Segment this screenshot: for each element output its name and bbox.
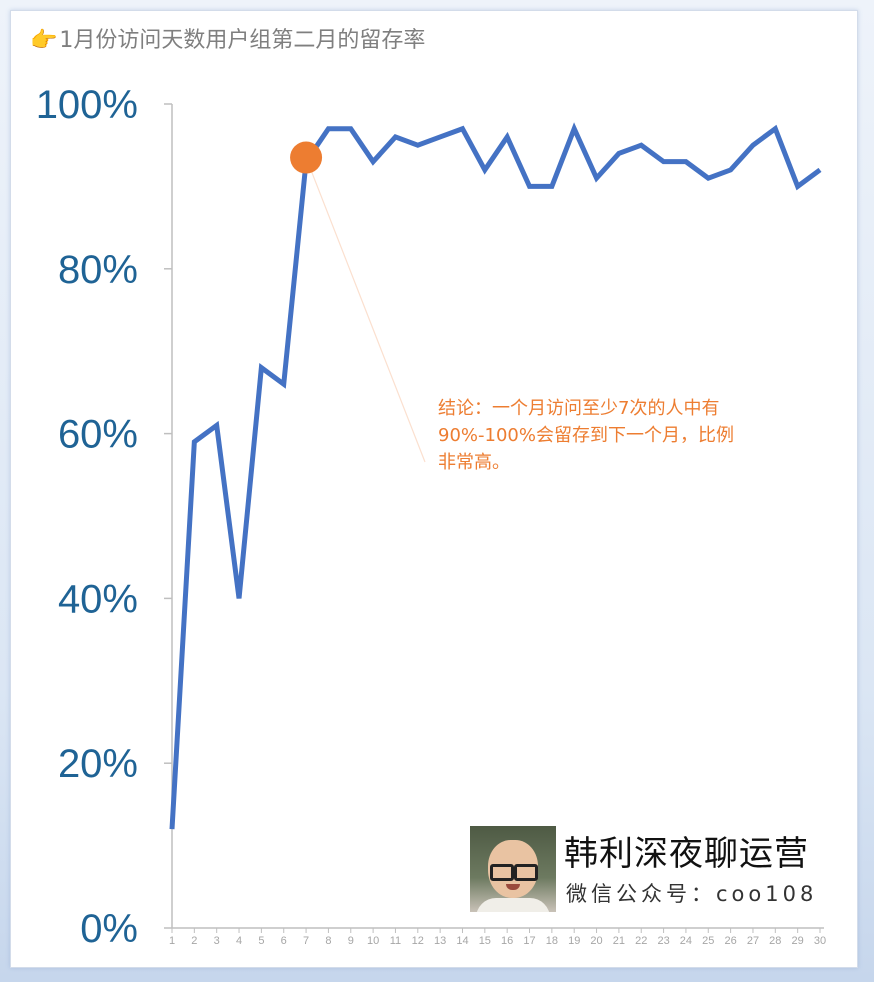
- x-tick-label: 21: [613, 935, 625, 947]
- x-tick-label: 9: [348, 935, 354, 947]
- x-tick-label: 12: [412, 935, 424, 947]
- x-tick-label: 17: [523, 935, 535, 947]
- x-tick-label: 30: [814, 935, 826, 947]
- x-tick-label: 29: [792, 935, 804, 947]
- x-tick-label: 25: [702, 935, 714, 947]
- x-tick-label: 7: [303, 935, 309, 947]
- series-line: [169, 122, 822, 830]
- y-tick-label: 0%: [80, 907, 138, 951]
- chart-title: 👉1月份访问天数用户组第二月的留存率: [30, 22, 425, 54]
- series-lines: [169, 122, 822, 830]
- x-tick-label: 10: [367, 935, 379, 947]
- x-tick-label: 28: [769, 935, 781, 947]
- chart-card: [10, 10, 858, 968]
- y-tick-label: 40%: [58, 577, 138, 621]
- x-tick-label: 14: [456, 935, 468, 947]
- x-tick-label: 15: [479, 935, 491, 947]
- x-tick-label: 18: [546, 935, 558, 947]
- y-axis-ticks: 0% 20% 40% 60% 80% 100%: [36, 83, 172, 951]
- x-tick-label: 19: [568, 935, 580, 947]
- x-tick-label: 22: [635, 935, 647, 947]
- x-tick-label: 4: [236, 935, 242, 947]
- x-tick-label: 20: [590, 935, 602, 947]
- x-tick-label: 11: [390, 935, 401, 947]
- y-tick-label: 20%: [58, 742, 138, 786]
- x-tick-label: 5: [258, 935, 264, 947]
- brand-block: 韩利深夜聊运营 微信公众号：coo108: [470, 826, 822, 912]
- x-tick-label: 13: [434, 935, 446, 947]
- x-tick-label: 26: [724, 935, 736, 947]
- x-tick-label: 2: [191, 935, 197, 947]
- avatar-photo: [470, 826, 556, 912]
- x-tick-label: 1: [169, 935, 175, 947]
- chart-annotation: 结论：一个月访问至少7次的人中有90%-100%会留存到下一个月，比例非常高。: [438, 398, 734, 473]
- annotation-leader: [305, 157, 426, 463]
- y-tick-label: 80%: [58, 248, 138, 292]
- pointing-hand-icon: 👉: [30, 28, 58, 53]
- y-tick-label: 60%: [58, 413, 138, 457]
- y-tick-label: 100%: [36, 83, 138, 127]
- brand-name: 韩利深夜聊运营: [564, 834, 809, 874]
- annotation-leader-line: [305, 157, 426, 463]
- chart-axes: [171, 104, 824, 929]
- brand-subtitle: 微信公众号：coo108: [566, 882, 818, 906]
- x-tick-label: 6: [281, 935, 287, 947]
- highlight-marker-group: [290, 141, 323, 174]
- x-tick-label: 24: [680, 935, 692, 947]
- x-tick-label: 3: [214, 935, 220, 947]
- chart-title-text: 1月份访问天数用户组第二月的留存率: [59, 28, 426, 53]
- x-tick-label: 16: [501, 935, 513, 947]
- highlight-marker: [290, 141, 323, 174]
- x-axis-ticks: 1 2 3 4 5 6 7 8 9 10 11 12 13 14 15 16 17 18 19 20 21 22 23 24 2…: [169, 928, 826, 947]
- x-tick-label: 23: [657, 935, 669, 947]
- x-tick-label: 8: [325, 935, 331, 947]
- x-tick-label: 27: [747, 935, 759, 947]
